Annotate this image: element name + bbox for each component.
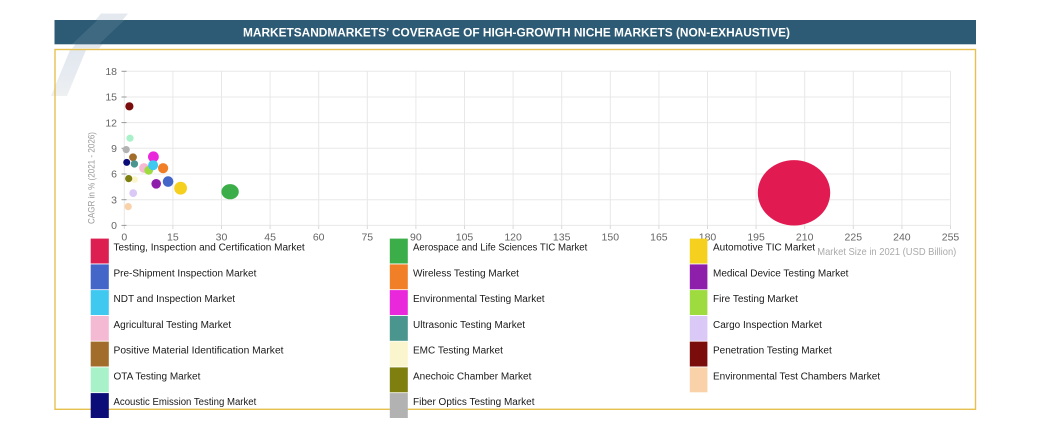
svg-text:165: 165 — [650, 231, 668, 243]
svg-text:105: 105 — [456, 231, 474, 243]
svg-text:Penetration Testing Market: Penetration Testing Market — [713, 346, 832, 357]
svg-text:210: 210 — [796, 231, 814, 243]
svg-text:Automotive TIC Market: Automotive TIC Market — [713, 243, 815, 254]
svg-text:225: 225 — [845, 231, 863, 243]
svg-text:CAGR in % (2021 - 2026): CAGR in % (2021 - 2026) — [87, 132, 97, 224]
svg-text:Environmental Testing Market: Environmental Testing Market — [413, 294, 545, 305]
svg-text:Acoustic Emission Testing Mark: Acoustic Emission Testing Market — [114, 397, 257, 408]
svg-text:12: 12 — [105, 117, 117, 129]
svg-text:255: 255 — [942, 231, 960, 243]
svg-text:60: 60 — [313, 231, 325, 243]
svg-text:0: 0 — [121, 231, 127, 243]
svg-text:Wireless Testing Market: Wireless Testing Market — [413, 268, 519, 279]
svg-text:6: 6 — [111, 169, 117, 181]
svg-text:MARKETSANDMARKETS’ COVERAGE OF: MARKETSANDMARKETS’ COVERAGE OF HIGH-GROW… — [243, 25, 790, 39]
svg-text:Medical Device Testing Market: Medical Device Testing Market — [713, 268, 849, 279]
svg-text:195: 195 — [747, 231, 765, 243]
svg-text:0: 0 — [111, 220, 117, 232]
svg-text:150: 150 — [602, 231, 620, 243]
svg-text:15: 15 — [105, 92, 117, 104]
svg-text:Environmental Test Chambers Ma: Environmental Test Chambers Market — [713, 371, 880, 382]
svg-text:135: 135 — [553, 231, 571, 243]
svg-text:3: 3 — [111, 194, 117, 206]
svg-text:Market Size in 2021 (USD Billi: Market Size in 2021 (USD Billion) — [817, 246, 956, 258]
svg-text:NDT and Inspection Market: NDT and Inspection Market — [114, 294, 236, 305]
svg-text:240: 240 — [893, 231, 911, 243]
svg-text:Aerospace and Life Sciences TI: Aerospace and Life Sciences TIC Market — [413, 243, 588, 254]
svg-text:15: 15 — [167, 231, 179, 243]
svg-text:OTA Testing Market: OTA Testing Market — [114, 371, 201, 382]
svg-text:45: 45 — [264, 231, 276, 243]
svg-text:Agricultural Testing Market: Agricultural Testing Market — [114, 320, 232, 331]
svg-text:Cargo Inspection Market: Cargo Inspection Market — [713, 320, 822, 331]
svg-text:Anechoic Chamber Market: Anechoic Chamber Market — [413, 371, 532, 382]
svg-text:Fire Testing Market: Fire Testing Market — [713, 294, 798, 305]
svg-text:18: 18 — [105, 66, 117, 78]
svg-text:30: 30 — [216, 231, 228, 243]
svg-text:Testing, Inspection and Certif: Testing, Inspection and Certification Ma… — [114, 243, 305, 254]
svg-text:Positive Material Identificati: Positive Material Identification Market — [114, 346, 284, 357]
svg-text:9: 9 — [111, 143, 117, 155]
svg-text:Pre-Shipment Inspection Market: Pre-Shipment Inspection Market — [114, 268, 257, 279]
svg-text:Ultrasonic Testing Market: Ultrasonic Testing Market — [413, 320, 525, 331]
svg-text:75: 75 — [361, 231, 373, 243]
svg-text:90: 90 — [410, 231, 422, 243]
svg-text:EMC Testing Market: EMC Testing Market — [413, 346, 503, 357]
svg-text:120: 120 — [504, 231, 522, 243]
svg-text:Fiber Optics Testing Market: Fiber Optics Testing Market — [413, 397, 535, 408]
